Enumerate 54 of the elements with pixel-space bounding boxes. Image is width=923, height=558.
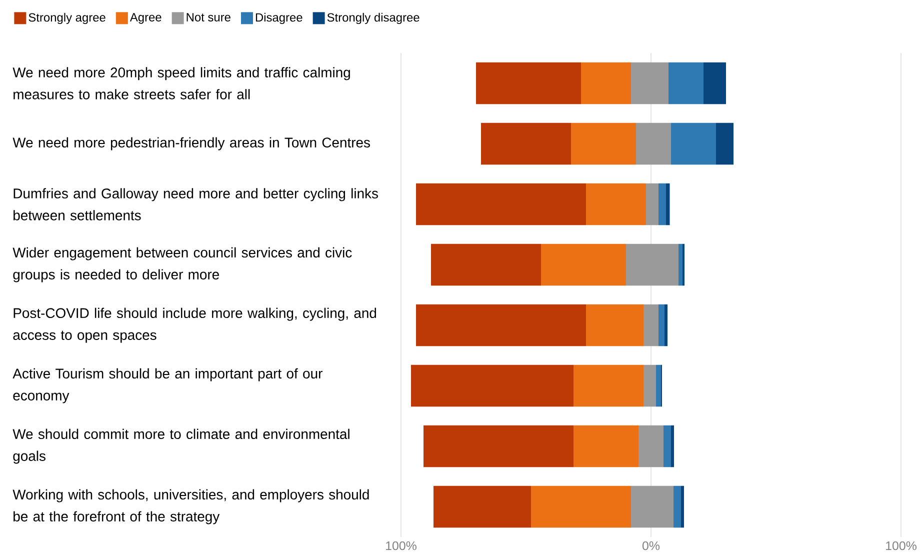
legend-label: Strongly disagree [327, 12, 420, 24]
bar [476, 62, 582, 104]
bar [678, 244, 683, 286]
bar [638, 425, 664, 468]
legend-label: Strongly agree [28, 12, 106, 24]
bar [431, 244, 542, 286]
bar [586, 304, 644, 346]
bar [666, 183, 670, 226]
bar [481, 122, 572, 165]
bar [671, 425, 674, 468]
bar [646, 183, 659, 226]
bar [716, 122, 734, 165]
bar [636, 122, 672, 165]
bar [664, 304, 668, 346]
y-tick-label: We need more 20mph speed limits and traffic calming measures to make streets safer for all [12, 67, 350, 100]
bar [631, 62, 669, 104]
bar [434, 486, 532, 528]
bar [674, 486, 682, 528]
bar [668, 62, 704, 104]
y-tick-label: Wider engagement between council services and civic groups is needed to deliver more [12, 247, 352, 282]
bar [581, 62, 632, 104]
legend-label: Not sure [186, 13, 230, 22]
bar [631, 486, 674, 528]
legend-label: Disagree [256, 12, 302, 24]
y-tick-label: Active Tourism should be an important part of our economy [12, 368, 322, 404]
x-tick-label: 100% [886, 541, 916, 550]
bar [531, 486, 632, 528]
bar [541, 244, 626, 286]
bar [681, 486, 684, 528]
bar [644, 364, 656, 407]
x-tick-label: 0% [642, 541, 660, 550]
bar [644, 304, 659, 346]
bar [416, 304, 586, 346]
bar [626, 244, 679, 286]
legend-label: Agree [130, 13, 162, 24]
y-tick-label: Dumfries and Galloway need more and better cycling links between settlements [14, 188, 378, 220]
bar [658, 304, 665, 346]
bar [656, 364, 662, 407]
bar [658, 183, 666, 226]
y-tick-label: We should commit more to climate and environmental goals [12, 428, 350, 464]
bar [574, 364, 644, 407]
y-tick-label: Working with schools, universities, and employers should be at the forefront of the strategy [12, 489, 369, 524]
bar [416, 183, 586, 226]
bar [411, 364, 574, 407]
y-tick-label: Post-COVID life should include more walking, cycling, and access to open spaces [13, 308, 376, 343]
bar [574, 425, 639, 468]
bar [571, 122, 636, 165]
bar [664, 425, 672, 468]
x-tick-label: 100% [386, 541, 416, 550]
bar [424, 425, 574, 468]
bar [586, 183, 646, 226]
bar [671, 122, 716, 165]
y-tick-label: We need more pedestrian-friendly areas in Town Centres [12, 137, 370, 150]
bar [704, 62, 726, 104]
